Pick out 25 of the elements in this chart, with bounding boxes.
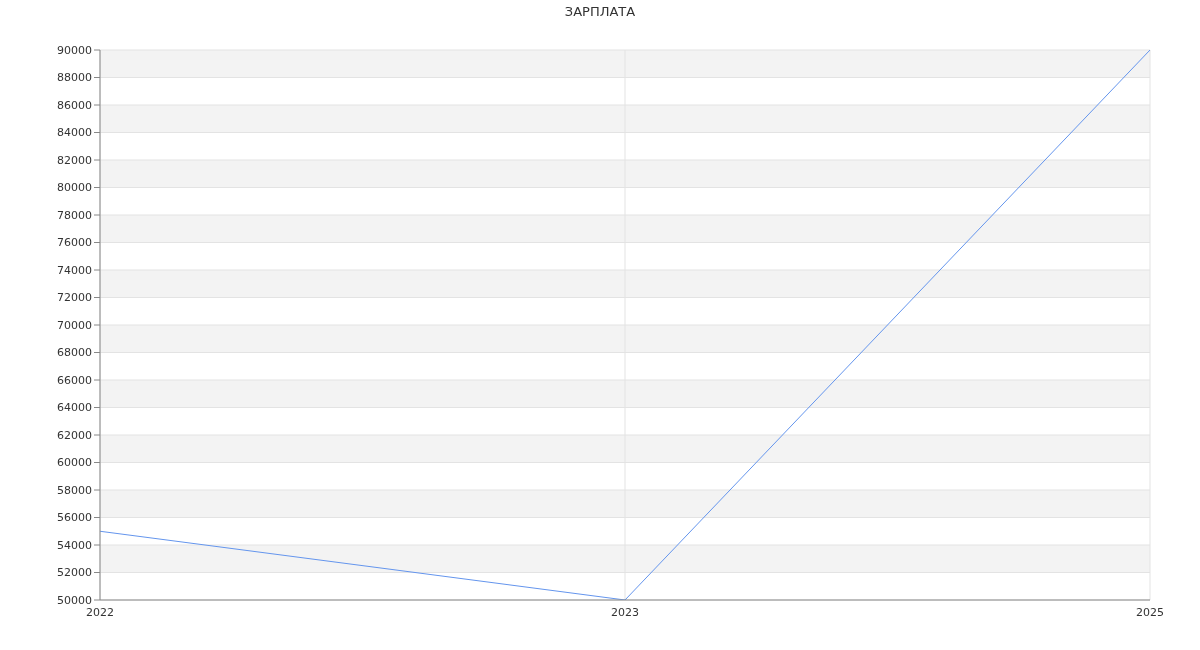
y-tick-label: 88000 <box>57 71 92 85</box>
chart-title: ЗАРПЛАТА <box>563 4 637 19</box>
y-tick-label: 78000 <box>57 208 92 222</box>
x-tick-label: 2022 <box>86 605 114 619</box>
y-tick-label: 66000 <box>57 373 92 387</box>
y-tick-label: 62000 <box>57 428 92 442</box>
y-tick-label: 54000 <box>57 538 92 552</box>
y-tick-label: 80000 <box>57 181 92 195</box>
y-tick-label: 90000 <box>57 43 92 57</box>
y-tick-label: 76000 <box>57 236 92 250</box>
y-tick-label: 58000 <box>57 483 92 497</box>
y-tick-label: 60000 <box>57 456 92 470</box>
y-tick-label: 74000 <box>57 263 92 277</box>
x-tick-label: 2025 <box>1136 605 1164 619</box>
y-tick-label: 72000 <box>57 291 92 305</box>
y-tick-label: 50000 <box>57 593 92 607</box>
y-tick-label: 84000 <box>57 126 92 140</box>
y-tick-label: 56000 <box>57 511 92 525</box>
y-tick-label: 52000 <box>57 566 92 580</box>
y-tick-label: 86000 <box>57 98 92 112</box>
y-tick-label: 68000 <box>57 346 92 360</box>
y-tick-label: 70000 <box>57 318 92 332</box>
x-tick-label: 2023 <box>611 605 639 619</box>
y-tick-label: 64000 <box>57 401 92 415</box>
y-tick-label: 82000 <box>57 153 92 167</box>
